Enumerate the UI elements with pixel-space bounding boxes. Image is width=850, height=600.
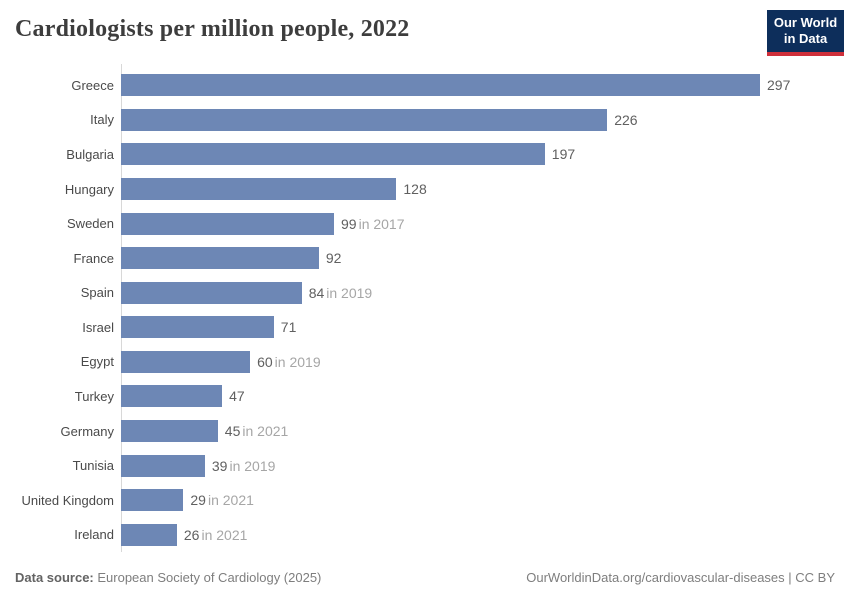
year-note: in 2017 (358, 215, 405, 232)
value-label: 92 (325, 250, 342, 267)
owid-logo: Our World in Data (767, 10, 844, 56)
bar[interactable] (121, 178, 397, 201)
bar-row: Ireland 26 in 2021 (0, 518, 850, 553)
data-source: Data source: European Society of Cardiol… (15, 570, 321, 585)
value-label: 39 in 2019 (211, 457, 276, 474)
owid-logo-stripe (767, 51, 844, 56)
bar-row: Tunisia 39 in 2019 (0, 448, 850, 483)
bar-track: 99 in 2017 (121, 206, 850, 241)
bar-row: Spain 84 in 2019 (0, 275, 850, 310)
bar-row: Bulgaria 197 (0, 137, 850, 172)
bar-track: 226 (121, 103, 850, 138)
bar-track: 39 in 2019 (121, 448, 850, 483)
bar[interactable] (121, 281, 302, 304)
bar[interactable] (121, 143, 545, 166)
category-label: Italy (90, 112, 114, 128)
owid-logo-line2: in Data (783, 31, 828, 47)
category-label: Israel (82, 319, 114, 335)
bar-track: 29 in 2021 (121, 483, 850, 518)
value-label: 297 (767, 77, 791, 94)
value-label: 71 (280, 319, 297, 336)
bar[interactable] (121, 247, 319, 270)
category-label: Bulgaria (66, 146, 114, 162)
category-label: Ireland (74, 527, 114, 543)
category-label: United Kingdom (21, 492, 115, 508)
category-label: France (73, 250, 114, 266)
value-label: 26 in 2021 (183, 526, 248, 543)
y-axis-line (121, 64, 122, 552)
chart-footer: Data source: European Society of Cardiol… (15, 570, 835, 585)
bar-track: 47 (121, 379, 850, 414)
bar-rows: Greece 297 Italy 226 Bulgaria 197 Hungary 128 Sw… (0, 68, 850, 552)
bar[interactable] (121, 350, 251, 373)
bar-row: Turkey 47 (0, 379, 850, 414)
value-label: 226 (614, 111, 638, 128)
data-source-text: European Society of Cardiology (2025) (93, 570, 322, 585)
value-label: 45 in 2021 (224, 423, 289, 440)
year-note: in 2021 (242, 423, 289, 440)
year-note: in 2019 (274, 353, 321, 370)
category-label: Tunisia (72, 458, 114, 474)
category-label: Hungary (64, 181, 114, 197)
value-label: 197 (551, 146, 576, 163)
bar-row: Sweden 99 in 2017 (0, 206, 850, 241)
value-label: 47 (229, 388, 245, 405)
value-label: 128 (403, 181, 427, 198)
bar-track: 92 (121, 241, 850, 276)
bar-track: 45 in 2021 (121, 414, 850, 449)
bar-row: Italy 226 (0, 103, 850, 138)
value-label: 99 in 2017 (341, 215, 405, 232)
bar[interactable] (121, 385, 223, 408)
bar[interactable] (121, 454, 205, 477)
bar-track: 197 (121, 137, 850, 172)
year-note: in 2021 (201, 526, 248, 543)
bar[interactable] (121, 489, 184, 512)
bar[interactable] (121, 212, 334, 235)
bar-row: Israel 71 (0, 310, 850, 345)
bar-row: United Kingdom 29 in 2021 (0, 483, 850, 518)
category-label: Sweden (67, 216, 114, 232)
bar-track: 128 (121, 172, 850, 207)
bar-row: Egypt 60 in 2019 (0, 345, 850, 380)
bar-track: 71 (121, 310, 850, 345)
category-label: Turkey (74, 388, 114, 404)
year-note: in 2019 (229, 457, 276, 474)
owid-logo-line1: Our World (773, 15, 838, 30)
bar[interactable] (121, 316, 274, 339)
bar[interactable] (121, 523, 177, 546)
bar-track: 60 in 2019 (121, 345, 850, 380)
category-label: Egypt (80, 354, 114, 370)
bar-track: 26 in 2021 (121, 518, 850, 553)
bar[interactable] (121, 74, 760, 97)
attribution-link[interactable]: OurWorldinData.org/cardiovascular-diseas… (526, 570, 835, 585)
value-label: 84 in 2019 (308, 284, 373, 301)
bar-row: France 92 (0, 241, 850, 276)
year-note: in 2021 (207, 492, 254, 509)
bar[interactable] (121, 420, 218, 443)
owid-logo-box: Our World in Data (767, 10, 844, 52)
bar-row: Germany 45 in 2021 (0, 414, 850, 449)
bar-row: Greece 297 (0, 68, 850, 103)
value-label: 60 in 2019 (257, 353, 321, 370)
value-label: 29 in 2021 (190, 492, 254, 509)
bar-row: Hungary 128 (0, 172, 850, 207)
year-note: in 2019 (326, 284, 373, 301)
chart-title: Cardiologists per million people, 2022 (15, 16, 410, 42)
data-source-label: Data source: (15, 570, 94, 585)
bar-track: 297 (121, 68, 850, 103)
category-label: Greece (71, 77, 114, 93)
bar[interactable] (121, 108, 608, 131)
category-label: Germany (60, 423, 114, 439)
category-label: Spain (80, 285, 114, 301)
bar-track: 84 in 2019 (121, 275, 850, 310)
